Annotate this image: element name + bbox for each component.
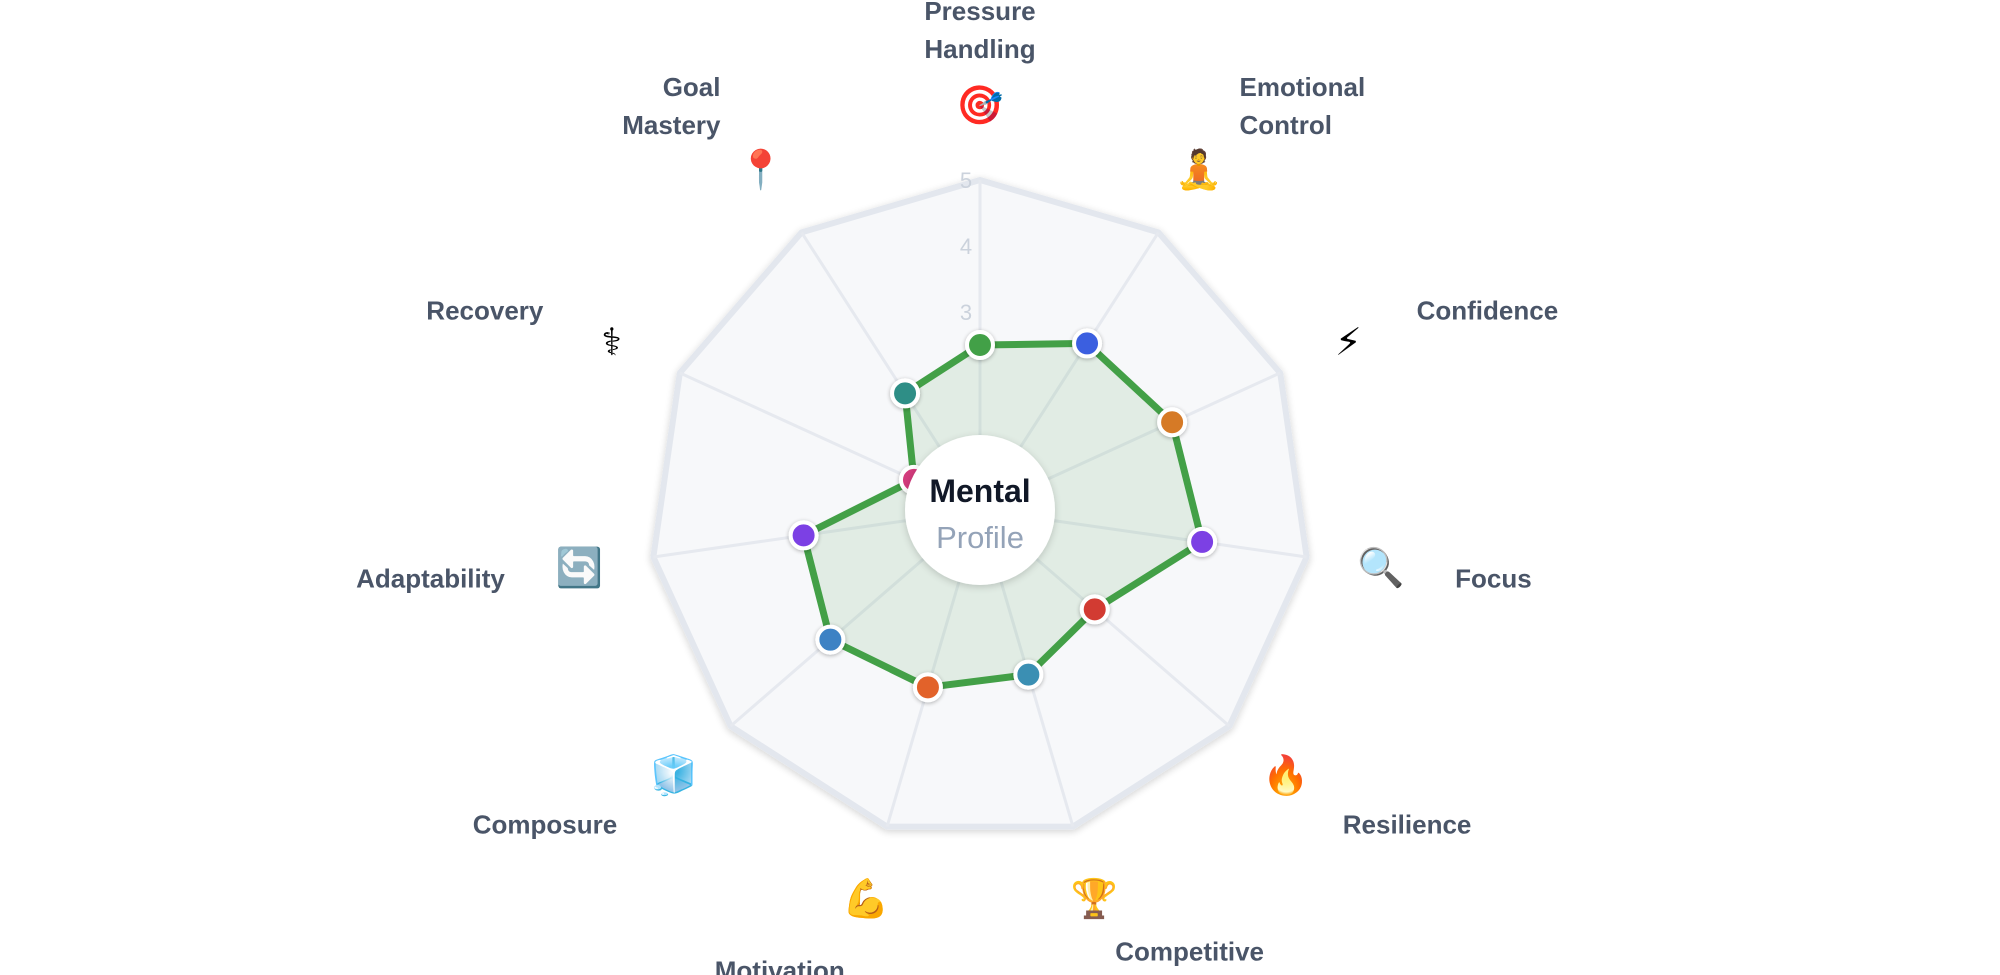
axis-label-line: Recovery bbox=[426, 296, 544, 326]
axis-label: Motivation bbox=[715, 956, 845, 975]
axis-icons: 🎯 🧘 ⚡ 🔍 🔥 🏆 💪 🧊 🔄 ⚕ 📍 bbox=[555, 83, 1404, 921]
axis-label-line: Pressure bbox=[924, 0, 1035, 26]
axis-label-line: Confidence bbox=[1417, 296, 1559, 326]
magnifier-icon: 🔍 bbox=[1357, 544, 1404, 590]
axis-label: Pressure Handling bbox=[924, 0, 1035, 64]
chart-title: Mental bbox=[929, 473, 1030, 509]
radar-point[interactable] bbox=[1157, 407, 1188, 438]
axis-label-line: Handling bbox=[924, 34, 1035, 64]
axis-label: Emotional Control bbox=[1240, 72, 1366, 140]
axis-label-line: Goal bbox=[663, 72, 721, 102]
medical-staff-icon: ⚕ bbox=[601, 320, 622, 364]
radar-point[interactable] bbox=[815, 624, 846, 655]
axis-label-line: Composure bbox=[473, 809, 617, 839]
radar-point[interactable] bbox=[788, 520, 819, 551]
axis-label-line: Resilience bbox=[1343, 809, 1472, 839]
axis-label: Confidence bbox=[1417, 296, 1559, 326]
radar-point[interactable] bbox=[912, 672, 943, 703]
radar-point[interactable] bbox=[1079, 594, 1110, 625]
radar-tick-label: 5 bbox=[960, 168, 972, 193]
axis-label-line: Competitive bbox=[1115, 937, 1264, 967]
trophy-icon: 🏆 bbox=[1070, 877, 1117, 921]
axis-label-line: Motivation bbox=[715, 956, 845, 975]
cycle-icon: 🔄 bbox=[555, 546, 602, 590]
radar-point[interactable] bbox=[965, 330, 995, 360]
axis-label: Goal Mastery bbox=[622, 72, 721, 140]
ice-cube-icon: 🧊 bbox=[650, 753, 697, 798]
axis-label: Resilience bbox=[1343, 809, 1472, 839]
axis-labels: Pressure Handling Emotional Control Confiden… bbox=[356, 0, 1558, 975]
chart-subtitle: Profile bbox=[936, 520, 1024, 555]
target-icon: 🎯 bbox=[956, 83, 1003, 127]
radar-tick-label: 4 bbox=[960, 234, 972, 259]
axis-label-line: Adaptability bbox=[356, 563, 505, 593]
radar-point[interactable] bbox=[1072, 328, 1103, 359]
radar-point[interactable] bbox=[890, 378, 921, 409]
axis-label: Focus bbox=[1455, 563, 1532, 593]
axis-label-line: Focus bbox=[1455, 563, 1532, 593]
radar-point[interactable] bbox=[1013, 659, 1044, 690]
center-disc bbox=[905, 435, 1055, 585]
pushpin-icon: 📍 bbox=[737, 147, 784, 191]
radar-tick-label: 3 bbox=[960, 300, 972, 325]
axis-label: CompetitiveMindset bbox=[1115, 937, 1264, 975]
axis-label-line: Control bbox=[1240, 110, 1332, 140]
radar-point[interactable] bbox=[1187, 526, 1218, 557]
axis-label-line: Emotional bbox=[1240, 72, 1366, 102]
axis-label-line: Mastery bbox=[622, 110, 721, 140]
center-badge: Mental Profile bbox=[905, 435, 1055, 585]
meditation-icon: 🧘 bbox=[1175, 147, 1222, 191]
axis-label: Composure bbox=[473, 809, 617, 839]
axis-label: Recovery bbox=[426, 296, 544, 326]
axis-label: Adaptability bbox=[356, 563, 505, 593]
fire-icon: 🔥 bbox=[1262, 753, 1309, 797]
lightning-icon: ⚡ bbox=[1335, 320, 1362, 364]
flexed-arm-icon: 💪 bbox=[842, 877, 889, 921]
